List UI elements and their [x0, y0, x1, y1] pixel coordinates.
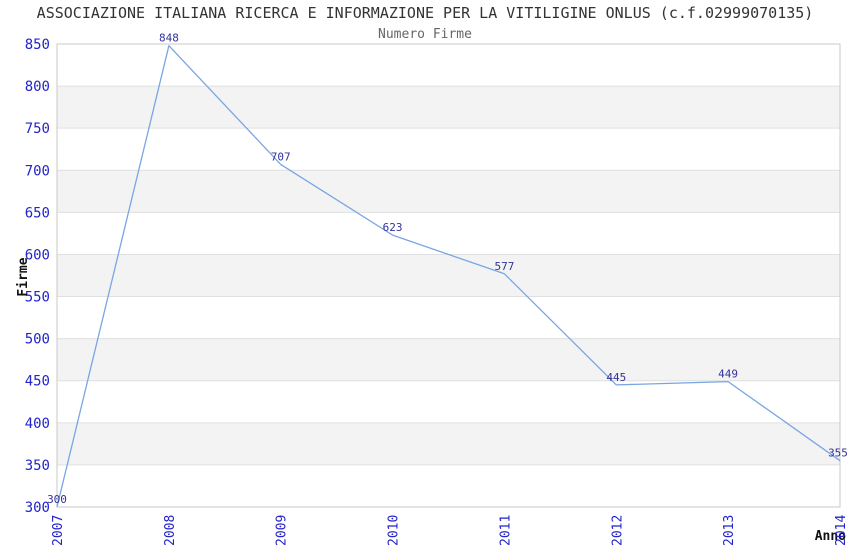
y-axis-title: Firme — [16, 257, 31, 296]
y-tick-label: 850 — [25, 37, 50, 53]
y-tick-label: 400 — [25, 416, 50, 432]
point-label: 355 — [828, 447, 848, 460]
x-tick-label: 2014 — [834, 515, 849, 546]
point-label: 623 — [383, 221, 403, 234]
y-tick-label: 550 — [25, 290, 50, 306]
point-label: 707 — [271, 150, 291, 163]
plot-band — [57, 254, 840, 297]
series-line — [56, 45, 841, 508]
x-tick-label: 2007 — [51, 515, 66, 546]
point-label: 848 — [159, 32, 179, 45]
y-tick-label: 650 — [25, 205, 50, 221]
x-tick-label: 2013 — [722, 515, 737, 546]
chart-title: ASSOCIAZIONE ITALIANA RICERCA E INFORMAZ… — [36, 4, 814, 22]
x-axis-title: Anno — [815, 529, 846, 544]
x-axis-tick-labels: 2007 2008 2009 2010 2011 2012 2013 2014 — [51, 515, 849, 546]
y-tick-label: 750 — [25, 121, 50, 137]
plot-area: 300 848 707 623 577 445 449 355 300 350 400 450 500 5… — [25, 32, 848, 516]
point-label: 449 — [718, 368, 738, 381]
point-label: 577 — [494, 260, 514, 273]
plot-band — [57, 170, 840, 213]
y-tick-label: 600 — [25, 248, 50, 264]
y-tick-label: 500 — [25, 332, 50, 348]
chart-subtitle: Numero Firme — [378, 27, 472, 42]
x-tick-label: 2008 — [163, 515, 178, 546]
x-tick-label: 2011 — [498, 515, 513, 546]
point-label: 300 — [47, 493, 67, 506]
x-tick-label: 2010 — [387, 515, 402, 546]
y-tick-label: 350 — [25, 458, 50, 474]
plot-border — [56, 43, 841, 508]
plot-band — [57, 422, 840, 465]
plot-band — [57, 86, 840, 129]
y-tick-label: 300 — [25, 500, 50, 516]
point-label: 445 — [606, 371, 626, 384]
y-tick-label: 450 — [25, 374, 50, 390]
x-tick-label: 2009 — [275, 515, 290, 546]
plot-band — [57, 338, 840, 381]
y-tick-label: 700 — [25, 163, 50, 179]
x-tick-label: 2012 — [610, 515, 625, 546]
y-tick-label: 800 — [25, 79, 50, 95]
